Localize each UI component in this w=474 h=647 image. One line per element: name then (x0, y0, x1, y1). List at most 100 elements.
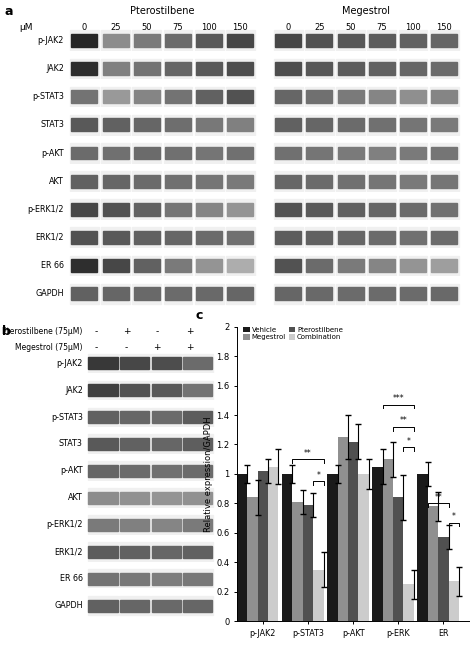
Bar (164, 115, 192, 135)
Bar (151, 380, 182, 400)
Bar (152, 573, 181, 585)
Text: GAPDH: GAPDH (36, 289, 64, 298)
Bar (89, 384, 118, 396)
Bar (195, 171, 224, 192)
Bar (120, 519, 149, 531)
Bar (369, 259, 395, 272)
Bar (337, 259, 364, 272)
Bar (88, 515, 118, 534)
Text: -: - (94, 343, 98, 352)
Bar (101, 199, 130, 219)
Bar (88, 542, 118, 562)
Bar (430, 59, 458, 79)
Bar (101, 283, 130, 303)
Bar (165, 147, 191, 159)
Bar (70, 283, 99, 303)
Bar (273, 115, 302, 135)
Bar (369, 175, 395, 188)
Bar (273, 30, 302, 50)
Bar (196, 62, 222, 75)
Bar (305, 115, 334, 135)
Text: STAT3: STAT3 (40, 120, 64, 129)
Bar (132, 87, 161, 107)
Bar (305, 283, 334, 303)
Bar (71, 34, 97, 47)
Bar (102, 62, 128, 75)
Bar (337, 118, 364, 131)
Bar (367, 87, 396, 107)
Bar (101, 87, 130, 107)
Bar (399, 87, 428, 107)
Bar (102, 175, 128, 188)
Bar (70, 227, 99, 247)
Bar (89, 357, 118, 369)
Bar (151, 408, 182, 426)
Bar (120, 384, 149, 396)
Bar (183, 600, 212, 612)
Bar (89, 519, 118, 531)
Bar (400, 62, 426, 75)
Bar (226, 59, 255, 79)
Bar (119, 515, 150, 534)
Bar (195, 30, 224, 50)
Bar (228, 203, 254, 215)
Bar (151, 435, 182, 454)
Bar (182, 488, 213, 507)
Bar (399, 199, 428, 219)
Text: +: + (153, 343, 161, 352)
Text: p-ERK1/2: p-ERK1/2 (46, 520, 83, 529)
Bar (182, 435, 213, 454)
Bar (275, 91, 301, 103)
Bar (89, 438, 118, 450)
Bar (132, 199, 161, 219)
Bar (119, 542, 150, 562)
Bar (226, 283, 255, 303)
Bar (196, 259, 222, 272)
Text: -: - (125, 343, 128, 352)
Bar (306, 147, 332, 159)
Bar (182, 569, 213, 588)
Bar (369, 231, 395, 244)
Bar (367, 115, 396, 135)
Bar (102, 231, 128, 244)
Bar (369, 62, 395, 75)
Y-axis label: Relative expression/GAPDH: Relative expression/GAPDH (204, 416, 213, 532)
Bar (132, 143, 161, 163)
Bar (403, 584, 414, 621)
Bar (165, 34, 191, 47)
Bar (120, 492, 149, 504)
Bar (183, 492, 212, 504)
Bar (120, 411, 149, 423)
Bar (336, 30, 365, 50)
Bar (152, 411, 181, 423)
Bar (101, 256, 130, 276)
Bar (132, 171, 161, 192)
Bar (367, 59, 396, 79)
Bar (182, 596, 213, 615)
Bar (400, 118, 426, 131)
Bar (164, 227, 192, 247)
Bar (119, 569, 150, 588)
Bar (120, 545, 149, 558)
Text: AKT: AKT (68, 494, 83, 502)
Bar (71, 91, 97, 103)
Bar (183, 411, 212, 423)
Bar (119, 461, 150, 481)
Bar (89, 411, 118, 423)
Bar (119, 380, 150, 400)
Bar (337, 147, 364, 159)
Bar (70, 199, 99, 219)
Bar (228, 147, 254, 159)
Bar (275, 231, 301, 244)
Bar (258, 471, 268, 621)
Text: p-AKT: p-AKT (41, 149, 64, 157)
Text: Megestrol: Megestrol (342, 6, 390, 16)
Bar (313, 569, 324, 621)
Bar (183, 545, 212, 558)
Bar (383, 459, 393, 621)
Bar (400, 34, 426, 47)
Bar (152, 600, 181, 612)
Bar (400, 91, 426, 103)
Bar (430, 30, 458, 50)
Bar (367, 199, 396, 219)
